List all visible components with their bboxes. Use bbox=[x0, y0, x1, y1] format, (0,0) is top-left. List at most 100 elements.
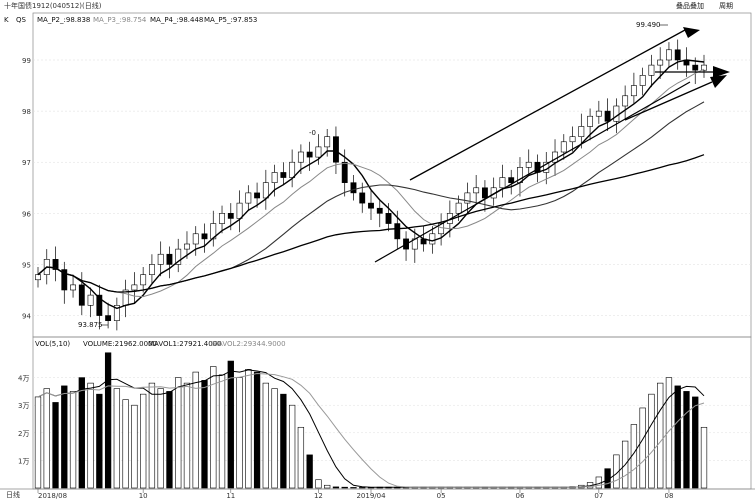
volume-bar bbox=[324, 484, 331, 489]
candle-body bbox=[701, 64, 707, 71]
candle-body bbox=[622, 95, 629, 107]
ma2-legend: MA_P2_:98.838 bbox=[37, 16, 90, 24]
ma5-line bbox=[37, 154, 705, 293]
candle-body bbox=[394, 223, 401, 240]
volume-bar bbox=[297, 426, 305, 489]
volume-bar bbox=[175, 377, 182, 489]
candle-body bbox=[280, 172, 287, 178]
volume-bar bbox=[78, 377, 85, 489]
candle-body bbox=[113, 305, 120, 321]
volume-bar bbox=[122, 399, 129, 489]
candle-body bbox=[70, 284, 76, 291]
volume-series bbox=[34, 352, 708, 489]
candle-body bbox=[508, 177, 515, 183]
candle-body bbox=[96, 294, 103, 316]
ma3-line bbox=[37, 68, 705, 298]
volume-bar bbox=[674, 385, 681, 489]
volume-bar bbox=[288, 404, 296, 489]
volume-bar bbox=[34, 396, 42, 489]
x-tick-label: 06 bbox=[516, 492, 525, 500]
volume-bar bbox=[148, 382, 156, 489]
candle-body bbox=[78, 284, 85, 306]
vol-legend: VOL(5,10) bbox=[35, 340, 70, 348]
candle-body bbox=[359, 192, 366, 204]
volume-bar bbox=[131, 404, 138, 489]
candle-body bbox=[289, 161, 296, 178]
candle-body bbox=[692, 64, 699, 71]
candle-body bbox=[271, 172, 278, 183]
candle-body bbox=[648, 64, 655, 76]
candle-body bbox=[140, 274, 147, 286]
candle-body bbox=[324, 136, 331, 148]
channel-upper-arrowhead bbox=[683, 27, 700, 38]
lower-arrowhead bbox=[710, 75, 727, 88]
candle-body bbox=[385, 213, 392, 224]
x-tick-label: 12 bbox=[314, 492, 323, 500]
price-tick-label: 97 bbox=[22, 159, 31, 167]
overlay-button[interactable]: 叠品叠加 bbox=[676, 2, 704, 10]
candle-body bbox=[61, 269, 68, 291]
mavol2-line bbox=[37, 372, 705, 488]
period-button[interactable]: 周期 bbox=[719, 2, 733, 10]
volume-tick-label: 4万 bbox=[18, 375, 29, 383]
volume-bar bbox=[683, 391, 690, 489]
candle-body bbox=[464, 192, 471, 204]
candle-body bbox=[429, 233, 436, 245]
title-bar: 十年国债1912(040512)(日线) 叠品叠加 周期 bbox=[0, 0, 755, 12]
volume-bar bbox=[157, 388, 164, 489]
qs-label: QS bbox=[16, 16, 27, 24]
volume-bar bbox=[359, 487, 366, 489]
candle-body bbox=[569, 136, 576, 143]
mavol2-legend: MAVOL2:29344.9000 bbox=[212, 340, 286, 348]
volume-bar bbox=[350, 487, 357, 489]
x-tick-label: 2018/08 bbox=[38, 492, 67, 500]
ma3-legend: MA_P3_:98.754 bbox=[93, 16, 147, 24]
volume-bar bbox=[253, 371, 261, 489]
price-tick-label: 96 bbox=[22, 210, 31, 218]
volume-bar bbox=[341, 486, 348, 489]
candle-body bbox=[368, 202, 374, 209]
candle-body bbox=[578, 126, 585, 137]
volume-bar bbox=[166, 391, 173, 489]
window-title: 十年国债1912(040512)(日线) bbox=[4, 2, 102, 10]
candle-body bbox=[219, 213, 225, 224]
price-tick-label: 94 bbox=[22, 313, 31, 321]
low-annotation: 93.875 bbox=[78, 321, 103, 329]
candle-body bbox=[473, 187, 480, 194]
volume-bar bbox=[700, 426, 708, 489]
x-tick-label: 07 bbox=[594, 492, 603, 500]
candle-body bbox=[131, 284, 138, 291]
candle-body bbox=[52, 259, 59, 270]
volume-bar bbox=[692, 396, 699, 489]
volume-bar bbox=[262, 382, 269, 489]
candle-body bbox=[560, 141, 567, 153]
candle-body bbox=[499, 177, 506, 189]
volume-bar bbox=[236, 377, 243, 489]
volume-bar bbox=[43, 388, 50, 489]
price-tick-label: 95 bbox=[22, 261, 31, 269]
price-tick-label: 98 bbox=[22, 108, 31, 116]
volume-bar bbox=[306, 454, 313, 489]
volume-bar bbox=[69, 391, 77, 489]
candle-body bbox=[148, 264, 155, 275]
candle-body bbox=[639, 75, 646, 86]
candle-body bbox=[534, 161, 541, 173]
volume-bar bbox=[61, 385, 68, 489]
high-annotation: 99.490 bbox=[636, 21, 661, 29]
candle-body bbox=[674, 49, 681, 61]
x-tick-label: 05 bbox=[437, 492, 446, 500]
volume-tick-label: 1万 bbox=[18, 457, 29, 465]
candle-body bbox=[666, 49, 672, 61]
volume-bar bbox=[140, 393, 147, 489]
volume-bar bbox=[192, 371, 199, 489]
volume-bar bbox=[218, 374, 226, 489]
candle-body bbox=[613, 105, 620, 122]
volume-bar bbox=[96, 393, 103, 489]
candle-body bbox=[481, 187, 488, 199]
candle-body bbox=[376, 207, 383, 214]
candle-body bbox=[587, 115, 594, 127]
candle-body bbox=[157, 253, 164, 265]
x-tick-label: 2019/04 bbox=[356, 492, 386, 500]
candle-body bbox=[236, 202, 243, 219]
